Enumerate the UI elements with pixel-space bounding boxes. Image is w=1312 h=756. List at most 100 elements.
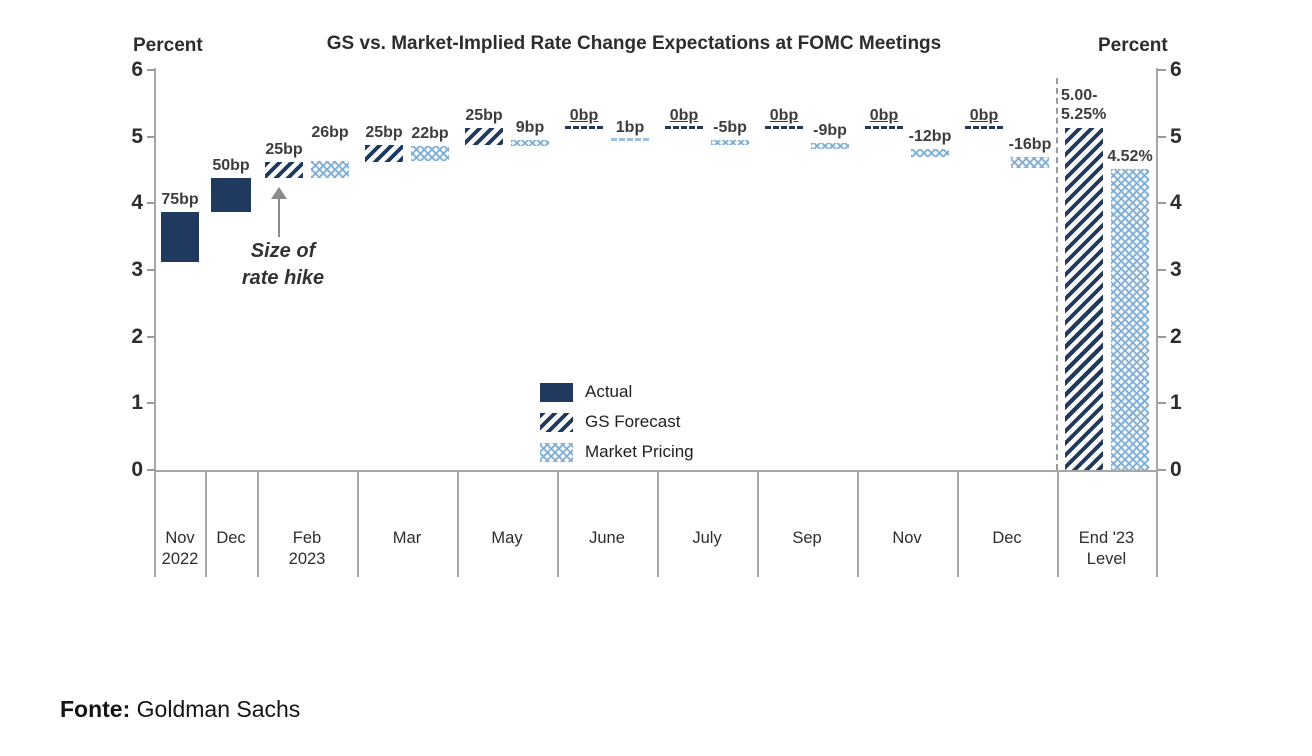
bar-label-market-pricing-may: 9bp bbox=[515, 119, 545, 137]
bar-label-gs-forecast-sep: 0bp bbox=[769, 107, 799, 125]
bar-market-pricing-nov bbox=[911, 148, 949, 157]
y-tick-label-left-1: 1 bbox=[131, 391, 143, 415]
legend-item-gs-forecast: GS Forecast bbox=[540, 412, 680, 432]
bar-market-pricing-june bbox=[611, 137, 649, 141]
legend-label-gs-forecast: GS Forecast bbox=[585, 412, 681, 431]
annotation-line-2: rate hike bbox=[241, 267, 325, 289]
y-axis-right bbox=[1156, 68, 1158, 577]
category-label-6: July bbox=[652, 528, 762, 549]
y-tick-left-1 bbox=[147, 402, 155, 405]
annotation-size-of-rate-hike: Size of rate hike bbox=[242, 238, 324, 292]
y-tick-label-left-6: 6 bbox=[131, 57, 143, 81]
bar-label-market-pricing-july: -5bp bbox=[713, 118, 747, 136]
bar-label-market-pricing-dec: -16bp bbox=[1008, 135, 1052, 153]
bar-label-gs-forecast-july: 0bp bbox=[669, 107, 699, 125]
bar-gs-forecast-june bbox=[565, 126, 603, 130]
bar-actual-dec bbox=[211, 178, 251, 212]
category-label-line: 2023 bbox=[288, 550, 326, 568]
bar-gs-forecast-july bbox=[665, 126, 703, 130]
category-label-line: Level bbox=[1086, 550, 1127, 568]
category-label-line: July bbox=[692, 529, 722, 547]
category-divider-7 bbox=[757, 472, 759, 577]
bar-label-line: 5.25% bbox=[1061, 106, 1107, 124]
category-divider-1 bbox=[205, 472, 207, 577]
y-tick-left-4 bbox=[147, 202, 155, 205]
legend-item-actual: Actual bbox=[540, 382, 632, 402]
category-label-5: June bbox=[552, 528, 662, 549]
bar-label-actual-dec: 50bp bbox=[212, 157, 250, 175]
bar-gs-forecast-end-23-level bbox=[1065, 128, 1103, 470]
legend-swatch-market-pricing bbox=[540, 442, 573, 462]
category-label-line: Mar bbox=[392, 529, 422, 547]
category-divider-4 bbox=[457, 472, 459, 577]
bar-label-market-pricing-feb-2023: 26bp bbox=[311, 123, 349, 141]
source-label: Fonte: bbox=[60, 696, 131, 722]
bar-label-gs-forecast-end-23-level: 5.00- 5.25% bbox=[1061, 86, 1106, 124]
category-label-line: 2022 bbox=[161, 550, 199, 568]
y-tick-right-6 bbox=[1158, 68, 1166, 71]
category-label-line: May bbox=[491, 529, 523, 547]
bar-actual-nov-2022 bbox=[161, 211, 199, 262]
y-tick-right-5 bbox=[1158, 135, 1166, 138]
category-label-2: Feb 2023 bbox=[252, 528, 362, 570]
bar-label-line: 5.00- bbox=[1061, 87, 1098, 105]
category-label-line: Nov bbox=[165, 529, 195, 547]
y-tick-right-0 bbox=[1158, 469, 1166, 471]
category-label-line: Feb bbox=[292, 529, 322, 547]
bar-gs-forecast-feb-2023 bbox=[265, 161, 303, 179]
bar-label-gs-forecast-feb-2023: 25bp bbox=[265, 140, 303, 158]
bar-market-pricing-sep bbox=[811, 142, 849, 149]
bar-label-gs-forecast-nov: 0bp bbox=[869, 107, 899, 125]
category-divider-9 bbox=[957, 472, 959, 577]
category-divider-8 bbox=[857, 472, 859, 577]
y-tick-right-1 bbox=[1158, 402, 1166, 405]
y-tick-label-right-3: 3 bbox=[1170, 257, 1182, 281]
category-label-10: End '23 Level bbox=[1052, 528, 1162, 570]
bar-label-market-pricing-nov: -12bp bbox=[908, 127, 952, 145]
y-tick-label-left-0: 0 bbox=[131, 458, 143, 481]
category-label-line: Sep bbox=[792, 529, 822, 547]
y-tick-label-right-6: 6 bbox=[1170, 57, 1182, 81]
y-tick-label-left-4: 4 bbox=[131, 191, 143, 215]
bar-market-pricing-july bbox=[711, 139, 749, 145]
y-tick-right-2 bbox=[1158, 335, 1166, 338]
category-divider-6 bbox=[657, 472, 659, 577]
source-credit: Fonte: Goldman Sachs bbox=[60, 696, 300, 723]
category-divider-2 bbox=[257, 472, 259, 577]
bar-market-pricing-may bbox=[511, 140, 549, 147]
y-tick-left-0 bbox=[147, 469, 155, 471]
category-label-1: Dec bbox=[176, 528, 286, 549]
bar-market-pricing-dec bbox=[1011, 156, 1049, 168]
category-label-line: End '23 bbox=[1078, 529, 1135, 547]
category-divider-3 bbox=[357, 472, 359, 577]
category-label-line: Dec bbox=[992, 529, 1022, 547]
end-level-separator-line bbox=[1056, 78, 1058, 470]
x-axis bbox=[154, 470, 1158, 472]
bar-market-pricing-mar bbox=[411, 146, 449, 161]
category-label-line: June bbox=[589, 529, 625, 547]
y-tick-label-right-1: 1 bbox=[1170, 391, 1182, 415]
bar-label-gs-forecast-mar: 25bp bbox=[365, 123, 403, 141]
bar-gs-forecast-dec bbox=[965, 126, 1003, 130]
legend-label-actual: Actual bbox=[585, 382, 633, 401]
source-value: Goldman Sachs bbox=[136, 696, 301, 722]
bar-label-market-pricing-mar: 22bp bbox=[411, 125, 449, 143]
category-label-line: Dec bbox=[216, 529, 246, 547]
category-label-3: Mar bbox=[352, 528, 462, 549]
y-tick-label-right-4: 4 bbox=[1170, 191, 1182, 215]
annotation-arrow-shaft bbox=[278, 198, 280, 237]
category-divider-10 bbox=[1057, 472, 1059, 577]
bar-gs-forecast-mar bbox=[365, 144, 403, 162]
y-tick-left-3 bbox=[147, 268, 155, 271]
category-label-0: Nov 2022 bbox=[125, 528, 235, 570]
bar-label-gs-forecast-june: 0bp bbox=[569, 107, 599, 125]
bar-gs-forecast-may bbox=[465, 128, 503, 145]
category-divider-5 bbox=[557, 472, 559, 577]
y-tick-label-right-5: 5 bbox=[1170, 124, 1182, 148]
legend-swatch-actual bbox=[540, 382, 573, 402]
annotation-line-1: Size of bbox=[250, 240, 316, 262]
bar-market-pricing-end-23-level bbox=[1111, 168, 1149, 470]
y-tick-label-right-2: 2 bbox=[1170, 324, 1182, 348]
bar-label-market-pricing-sep: -9bp bbox=[813, 121, 847, 139]
